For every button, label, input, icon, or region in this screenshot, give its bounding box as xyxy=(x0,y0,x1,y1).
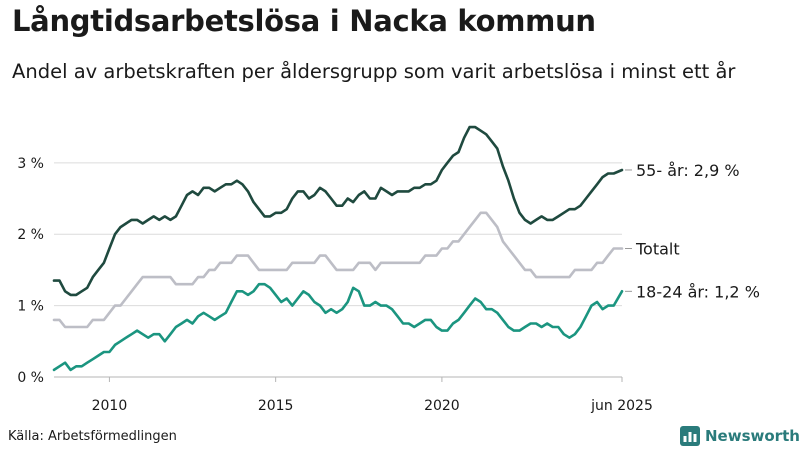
series-line-55-r xyxy=(52,125,624,297)
brand-name: Newsworthy xyxy=(705,427,800,445)
source-note: Källa: Arbetsförmedlingen xyxy=(8,429,177,444)
y-tick-label: 1 % xyxy=(17,299,44,315)
gridlines xyxy=(54,162,622,378)
y-tick-label: 2 % xyxy=(17,227,44,243)
x-tick-label: jun 2025 xyxy=(590,398,653,414)
x-tick-label: 2015 xyxy=(258,398,294,414)
brand-logo: Newsworthy xyxy=(680,426,800,446)
series-line-18-24-r xyxy=(52,282,624,372)
x-axis: 2010 2015 2020 jun 2025 xyxy=(92,377,653,414)
series-end-label: Totalt xyxy=(635,240,680,259)
y-tick-label: 3 % xyxy=(17,156,44,172)
x-tick-label: 2020 xyxy=(424,398,460,414)
series-line-totalt xyxy=(52,211,624,329)
y-axis: 0 % 1 % 2 % 3 % xyxy=(17,156,44,386)
series-end-labels: 55- år: 2,9 % Totalt 18-24 år: 1,2 % xyxy=(625,161,760,301)
newsworthy-chart-icon xyxy=(680,426,700,446)
series-lines xyxy=(52,125,624,372)
chart-subtitle: Andel av arbetskraften per åldersgrupp s… xyxy=(12,60,736,83)
chart-title: Långtidsarbetslösa i Nacka kommun xyxy=(12,4,596,38)
series-end-label: 55- år: 2,9 % xyxy=(636,161,740,180)
series-end-label: 18-24 år: 1,2 % xyxy=(636,282,760,301)
y-tick-label: 0 % xyxy=(17,370,44,386)
x-tick-label: 2010 xyxy=(92,398,128,414)
